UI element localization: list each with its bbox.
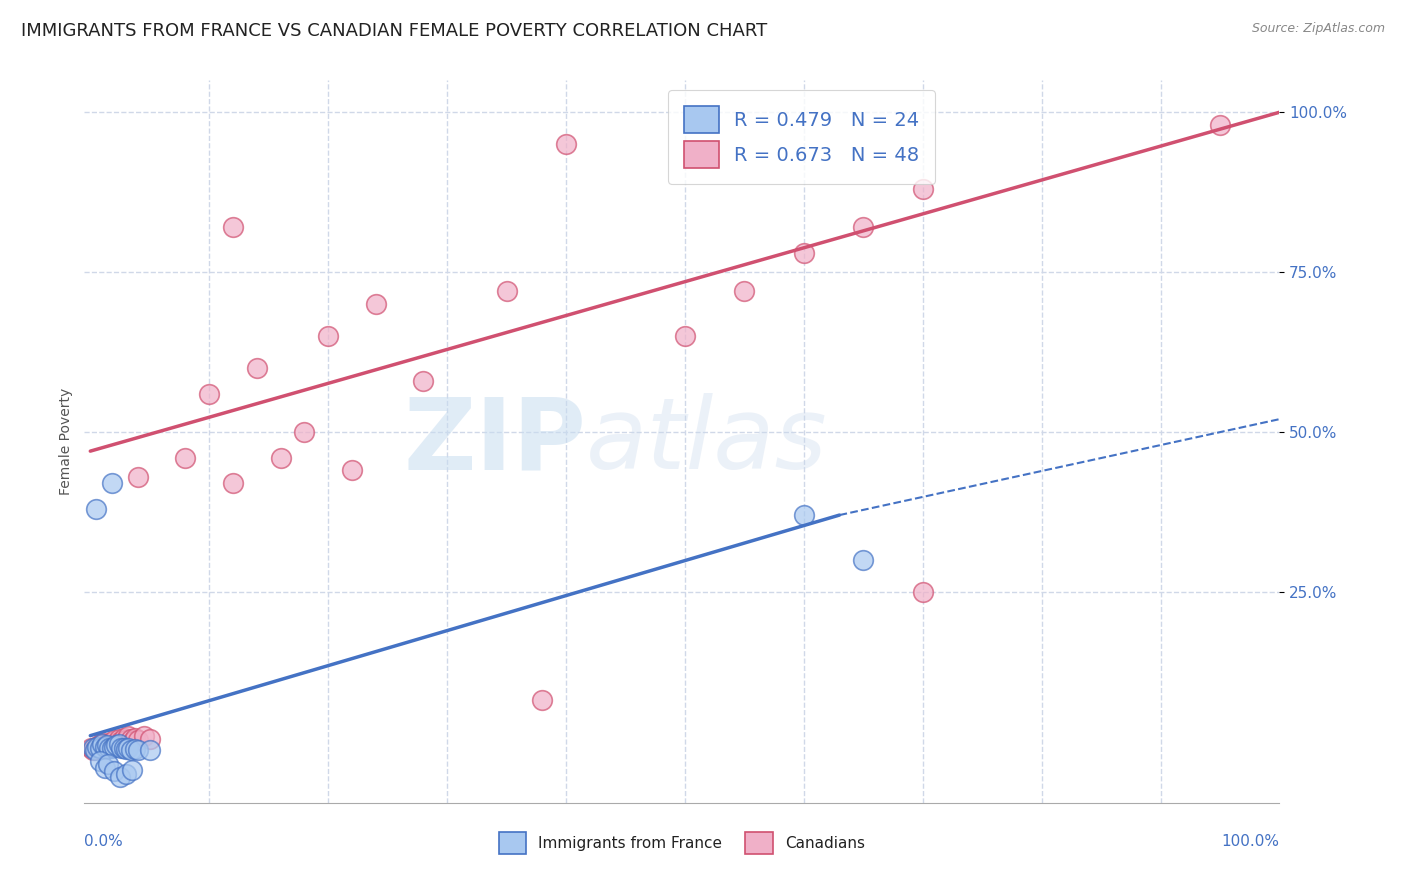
Point <box>531 693 554 707</box>
Text: 100.0%: 100.0% <box>1222 834 1279 849</box>
Text: Source: ZipAtlas.com: Source: ZipAtlas.com <box>1251 22 1385 36</box>
Text: IMMIGRANTS FROM FRANCE VS CANADIAN FEMALE POVERTY CORRELATION CHART: IMMIGRANTS FROM FRANCE VS CANADIAN FEMAL… <box>21 22 768 40</box>
Point <box>84 739 107 754</box>
Point <box>100 735 122 749</box>
Point <box>97 737 120 751</box>
Point <box>270 450 292 465</box>
Point <box>86 741 108 756</box>
Point <box>852 220 875 235</box>
Point <box>364 297 387 311</box>
Point <box>89 741 111 756</box>
Point <box>124 731 146 745</box>
Point <box>174 450 197 465</box>
Point <box>292 425 315 439</box>
Y-axis label: Female Poverty: Female Poverty <box>59 388 73 495</box>
Point <box>139 731 162 746</box>
Point <box>83 740 105 755</box>
Point <box>103 739 125 754</box>
Point <box>98 740 121 755</box>
Point <box>911 182 934 196</box>
Point <box>112 731 135 745</box>
Point <box>91 739 114 754</box>
Point <box>555 137 578 152</box>
Point <box>673 329 696 343</box>
Point <box>115 742 138 756</box>
Point <box>96 739 118 754</box>
Point <box>412 374 434 388</box>
Legend: Immigrants from France, Canadians: Immigrants from France, Canadians <box>492 826 872 860</box>
Point <box>103 733 125 747</box>
Point <box>246 361 269 376</box>
Point <box>793 246 815 260</box>
Point <box>91 737 114 751</box>
Point <box>80 741 103 756</box>
Point <box>852 553 875 567</box>
Point <box>115 733 138 747</box>
Point <box>120 743 142 757</box>
Point <box>89 740 111 755</box>
Point <box>120 731 142 746</box>
Point <box>124 742 146 756</box>
Point <box>90 737 112 751</box>
Point <box>733 285 755 299</box>
Text: atlas: atlas <box>586 393 828 490</box>
Point <box>222 220 245 235</box>
Point <box>198 386 221 401</box>
Point <box>110 734 132 748</box>
Point <box>93 739 115 754</box>
Point <box>122 734 145 748</box>
Point <box>82 743 104 757</box>
Point <box>222 476 245 491</box>
Point <box>495 285 517 299</box>
Point <box>132 729 155 743</box>
Point <box>103 764 125 778</box>
Point <box>96 738 118 752</box>
Point <box>127 733 149 747</box>
Point <box>1209 118 1232 132</box>
Point <box>793 508 815 522</box>
Point <box>911 584 934 599</box>
Point <box>97 757 120 772</box>
Point <box>110 741 132 756</box>
Point <box>105 736 128 750</box>
Point <box>93 761 115 775</box>
Point <box>93 736 115 750</box>
Point <box>112 740 135 755</box>
Point <box>84 501 107 516</box>
Point <box>108 731 131 746</box>
Point <box>340 463 363 477</box>
Point <box>105 738 128 752</box>
Point <box>100 741 122 756</box>
Point <box>139 743 162 757</box>
Point <box>84 743 107 757</box>
Point <box>100 476 122 491</box>
Point <box>108 770 131 784</box>
Point <box>316 329 339 343</box>
Point <box>115 767 138 781</box>
Point <box>82 741 104 756</box>
Point <box>86 739 108 754</box>
Point <box>127 743 149 757</box>
Point <box>127 469 149 483</box>
Point <box>94 740 117 755</box>
Point <box>89 754 111 768</box>
Point <box>93 738 115 752</box>
Text: ZIP: ZIP <box>404 393 586 490</box>
Point <box>117 729 139 743</box>
Point <box>84 742 107 756</box>
Point <box>121 763 143 777</box>
Point <box>98 739 121 753</box>
Point <box>108 737 131 751</box>
Text: 0.0%: 0.0% <box>84 834 124 849</box>
Point <box>87 738 110 752</box>
Point <box>117 741 139 756</box>
